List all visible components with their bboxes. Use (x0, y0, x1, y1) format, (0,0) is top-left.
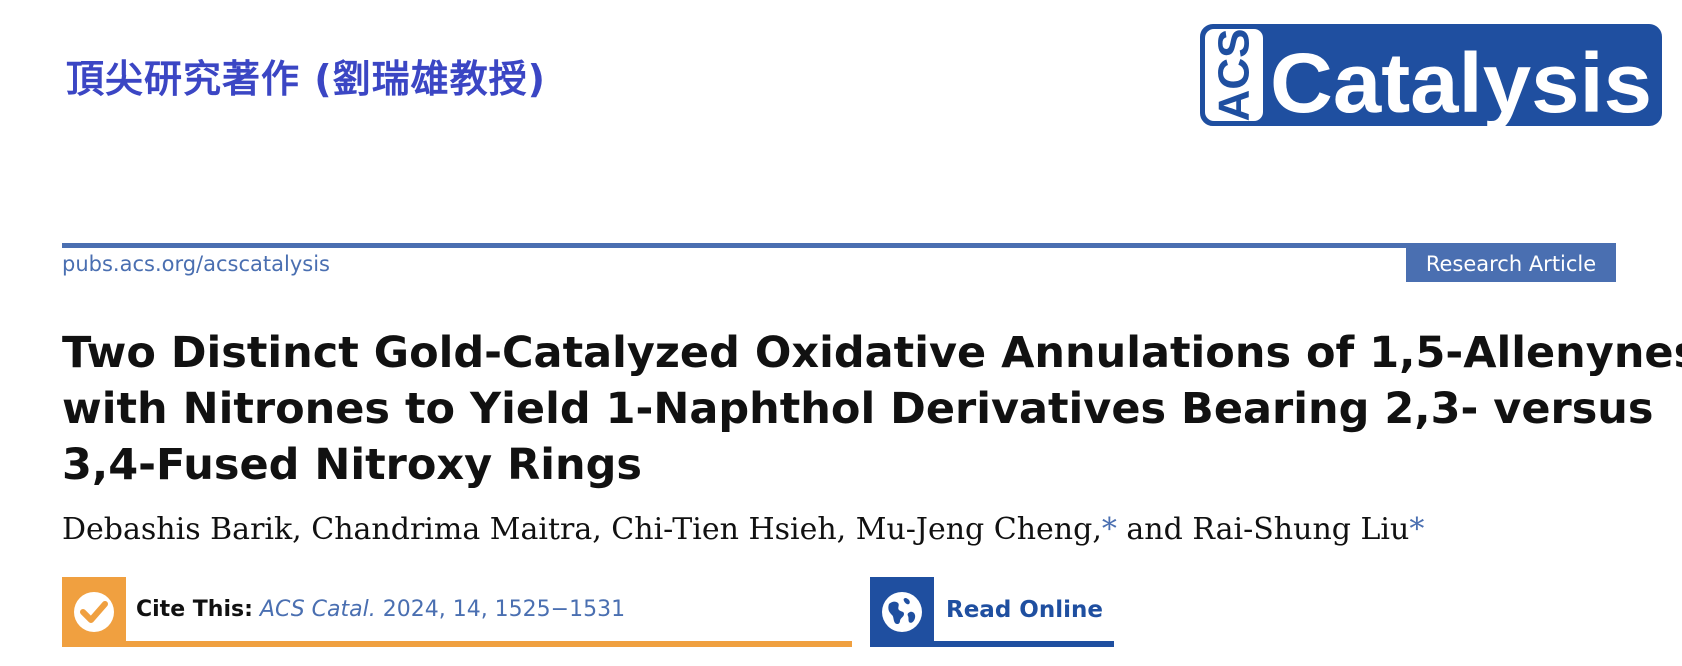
article-title: Two Distinct Gold-Catalyzed Oxidative An… (62, 325, 1682, 493)
cite-underline-bar (62, 641, 852, 647)
article-type-badge: Research Article (1406, 246, 1616, 282)
read-online-button[interactable]: Read Online (946, 597, 1103, 623)
title-line-3: 3,4-Fused Nitroxy Rings (62, 440, 642, 490)
cite-journal: ACS Catal. (259, 597, 376, 622)
author-list: Debashis Barik, Chandrima Maitra, Chi-Ti… (62, 512, 1424, 547)
title-line-1: Two Distinct Gold-Catalyzed Oxidative An… (62, 328, 1682, 378)
cite-this-block: Cite This: ACS Catal. 2024, 14, 1525−153… (62, 577, 852, 647)
cite-text: Cite This: ACS Catal. 2024, 14, 1525−153… (136, 597, 625, 622)
authors-first: Debashis Barik, Chandrima Maitra, Chi-Ti… (62, 512, 1102, 547)
globe-icon (882, 592, 922, 632)
page-header-title: 頂尖研究著作 (劉瑞雄教授) (66, 57, 546, 101)
title-line-2: with Nitrones to Yield 1-Naphthol Deriva… (62, 384, 1654, 434)
checkmark-circle-icon (74, 592, 114, 632)
read-icon-container (870, 577, 934, 647)
authors-last: and Rai-Shung Liu (1116, 512, 1410, 547)
logo-journal-text: Catalysis (1270, 36, 1652, 126)
acs-catalysis-logo: ACS Catalysis (1200, 24, 1662, 126)
read-underline-bar (870, 641, 1114, 647)
journal-url-link[interactable]: pubs.acs.org/acscatalysis (62, 252, 330, 276)
cite-label: Cite This: (136, 597, 253, 622)
corresponding-author-star[interactable]: * (1101, 512, 1117, 547)
header-rule (62, 243, 1616, 248)
logo-acs-text: ACS (1210, 29, 1259, 122)
read-online-block[interactable]: Read Online (870, 577, 1114, 647)
corresponding-author-star-2[interactable]: * (1409, 512, 1425, 547)
cite-icon-container (62, 577, 126, 647)
cite-details: 2024, 14, 1525−1531 (375, 597, 626, 622)
citation-link[interactable]: ACS Catal. 2024, 14, 1525−1531 (260, 597, 625, 622)
